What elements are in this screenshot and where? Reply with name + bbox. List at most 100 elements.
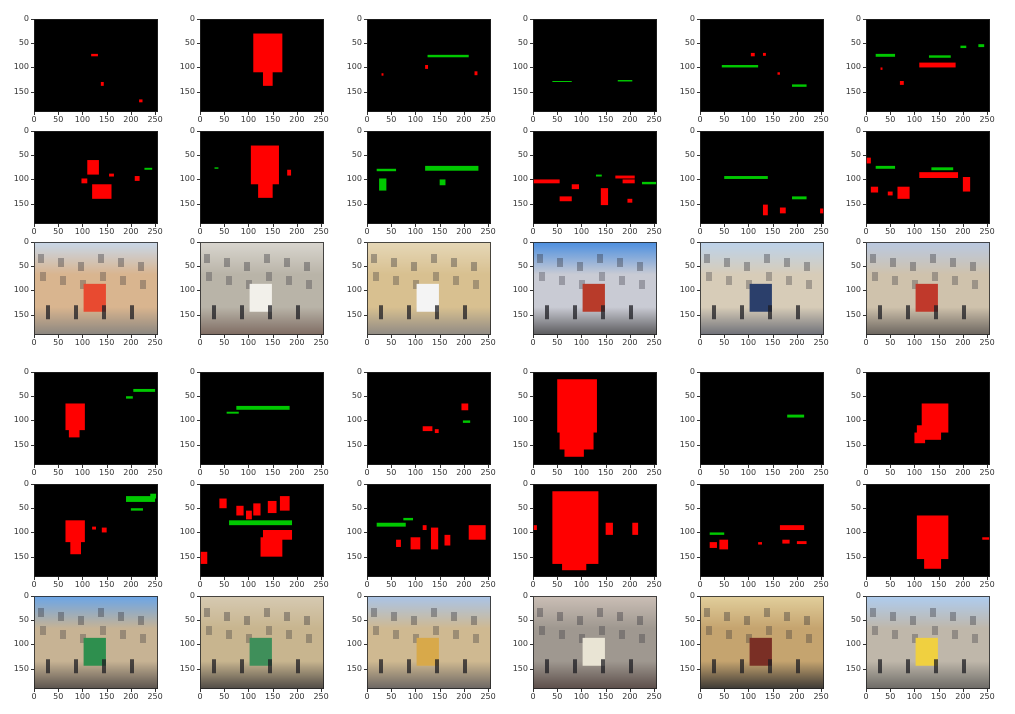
y-tick-mark	[863, 67, 866, 69]
x-tick-mark	[724, 224, 726, 227]
window-shape	[286, 630, 292, 639]
pedestrian-shape	[878, 305, 882, 320]
x-tick-label: 50	[53, 692, 64, 701]
window-shape	[244, 262, 250, 271]
x-tick-mark	[962, 577, 964, 580]
window-shape	[706, 626, 712, 635]
x-tick-mark	[200, 689, 201, 692]
sign-shape	[915, 637, 938, 666]
x-tick-label: 200	[456, 692, 472, 701]
x-tick-label: 50	[219, 692, 230, 701]
x-tick-label: 200	[789, 338, 805, 347]
x-tick-mark	[938, 577, 940, 580]
y-tick-mark	[31, 266, 34, 268]
window-shape	[892, 276, 898, 285]
window-shape	[451, 258, 457, 267]
x-tick-mark	[155, 335, 157, 338]
y-tick-mark	[364, 668, 367, 670]
window-shape	[912, 634, 918, 643]
y-tick-label: 50	[351, 261, 362, 271]
x-tick-mark	[415, 335, 417, 338]
window-shape	[726, 276, 732, 285]
y-tick-mark	[364, 131, 367, 132]
green-mask-region	[931, 167, 954, 171]
axes-frame	[34, 131, 158, 224]
window-shape	[806, 634, 812, 643]
window-shape	[38, 254, 44, 263]
red-mask-region	[260, 537, 283, 557]
window-shape	[100, 272, 106, 281]
sign-shape	[749, 283, 772, 312]
x-tick-label: 100	[573, 580, 590, 589]
sign-shape	[249, 637, 272, 666]
x-tick-mark	[272, 465, 274, 468]
window-shape	[140, 280, 146, 289]
x-tick-label: 100	[240, 227, 257, 236]
y-tick-mark	[364, 203, 367, 205]
y-tick-label: 100	[679, 415, 695, 425]
red-mask-region	[962, 177, 971, 192]
mask-panel-r1-c1: 0 50 100 150 0 50 100 150 200 250	[180, 127, 329, 236]
x-tick-mark	[581, 112, 583, 115]
x-tick-mark	[724, 465, 726, 468]
red-mask-region	[627, 198, 633, 203]
y-tick-mark	[197, 179, 200, 181]
x-tick-mark	[890, 335, 892, 338]
segmentation-mask	[700, 484, 824, 577]
x-tick-mark	[890, 112, 892, 115]
x-tick-mark	[439, 224, 441, 227]
window-shape	[286, 276, 292, 285]
y-tick-mark	[697, 155, 700, 157]
x-tick-mark	[415, 224, 417, 227]
x-tick-mark	[962, 335, 964, 338]
y-tick-mark	[863, 43, 866, 45]
y-tick-mark	[197, 314, 200, 316]
x-tick-label: 0	[697, 227, 703, 236]
y-tick-mark	[697, 67, 700, 69]
y-tick-label: 100	[179, 527, 195, 537]
segmentation-mask	[367, 19, 491, 112]
red-mask-region	[533, 179, 560, 184]
x-tick-mark	[367, 112, 368, 115]
y-tick-label: 50	[351, 503, 362, 513]
y-tick-label: 50	[18, 615, 29, 625]
axes-frame	[533, 484, 657, 577]
axes-frame	[367, 19, 491, 112]
window-shape	[264, 608, 270, 617]
axes-frame	[700, 484, 824, 577]
y-tick-mark	[364, 19, 367, 20]
window-shape	[579, 634, 585, 643]
window-shape	[431, 254, 437, 263]
x-tick-label: 50	[885, 580, 896, 589]
green-mask-region	[552, 81, 572, 82]
pedestrian-shape	[102, 305, 106, 320]
y-tick-mark	[530, 203, 533, 205]
y-tick-mark	[697, 644, 700, 646]
mask-panel-r0-c1: 0 50 100 150 0 50 100 150 200 250	[180, 15, 329, 124]
red-mask-region	[236, 505, 244, 516]
x-tick-label: 50	[719, 580, 730, 589]
x-tick-label: 200	[289, 338, 305, 347]
x-tick-mark	[581, 465, 583, 468]
y-tick-mark	[697, 290, 700, 292]
window-shape	[306, 634, 312, 643]
y-tick-label: 0	[189, 14, 195, 23]
window-shape	[224, 258, 230, 267]
y-tick-mark	[31, 91, 34, 93]
window-shape	[40, 272, 46, 281]
axes-frame	[367, 596, 491, 689]
window-shape	[539, 272, 545, 281]
photo-panel-r5-c3: 0 50 100 150 0 50 100 150 200 250	[513, 592, 662, 701]
y-tick-mark	[530, 620, 533, 622]
x-tick-mark	[605, 577, 607, 580]
red-mask-region	[605, 522, 613, 535]
x-tick-mark	[772, 577, 774, 580]
y-tick-mark	[364, 290, 367, 292]
x-tick-mark	[34, 465, 35, 468]
x-tick-label: 0	[863, 338, 869, 347]
window-shape	[138, 616, 144, 625]
window-shape	[537, 608, 543, 617]
axes-frame	[367, 242, 491, 335]
x-tick-label: 200	[289, 115, 305, 124]
red-mask-region	[719, 539, 729, 550]
